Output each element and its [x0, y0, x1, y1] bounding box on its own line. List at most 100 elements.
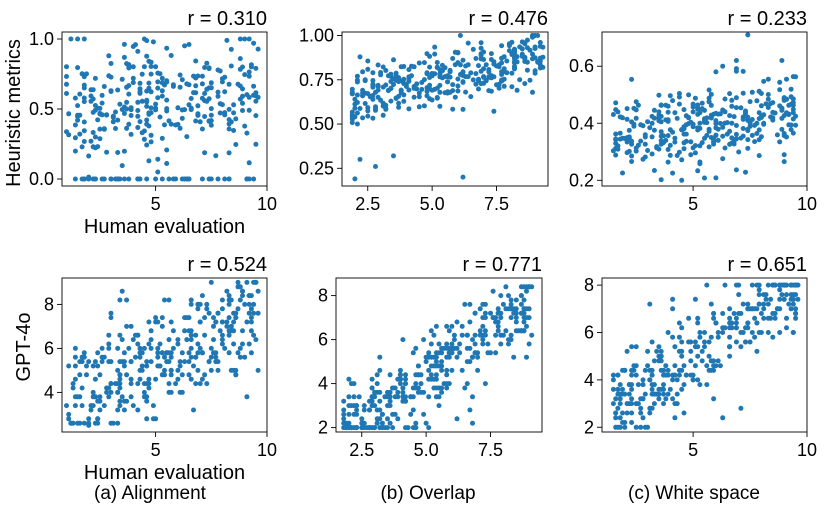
data-point — [473, 71, 479, 77]
data-point — [379, 420, 385, 426]
data-point — [756, 282, 762, 288]
data-point — [446, 328, 452, 334]
data-point — [137, 90, 143, 96]
data-point — [385, 416, 390, 422]
data-point — [499, 43, 505, 49]
data-point — [524, 45, 530, 51]
data-point — [784, 315, 789, 321]
data-point — [115, 407, 121, 413]
data-point — [150, 403, 156, 409]
data-point — [697, 382, 703, 388]
data-point — [495, 306, 501, 312]
data-point — [235, 350, 241, 356]
data-point — [148, 71, 154, 77]
data-point — [349, 86, 355, 92]
data-point — [733, 136, 739, 142]
data-point — [622, 424, 628, 430]
data-point — [649, 151, 655, 157]
data-point — [387, 403, 393, 409]
data-point — [137, 350, 143, 356]
data-point — [246, 36, 252, 42]
data-point — [468, 94, 474, 100]
data-point — [451, 332, 457, 338]
data-point — [617, 136, 623, 142]
data-point — [526, 341, 532, 347]
data-point — [731, 114, 737, 120]
data-point — [148, 64, 154, 69]
data-point — [439, 385, 445, 391]
data-point — [503, 306, 509, 312]
data-point — [208, 279, 214, 285]
data-point — [206, 96, 212, 102]
data-point — [226, 328, 232, 334]
data-point — [253, 337, 259, 343]
data-point — [352, 105, 358, 111]
data-point — [110, 420, 116, 426]
data-point — [490, 288, 496, 294]
data-point — [182, 359, 188, 365]
data-point — [226, 126, 232, 132]
data-point — [715, 358, 721, 364]
data-point — [452, 62, 458, 68]
data-point — [197, 301, 203, 307]
data-point — [472, 332, 478, 338]
data-point — [233, 367, 239, 373]
data-point — [166, 337, 172, 343]
x-tick-label: 5 — [151, 194, 161, 214]
data-point — [745, 32, 751, 38]
data-point — [175, 341, 181, 347]
data-point — [777, 87, 783, 93]
caption-overlap: (b) Overlap — [380, 483, 475, 504]
data-point — [237, 297, 243, 303]
data-point — [104, 389, 110, 395]
x-tick-label: 10 — [797, 194, 817, 214]
data-point — [462, 385, 468, 391]
data-point — [164, 147, 170, 153]
data-point — [740, 68, 746, 74]
data-point — [651, 358, 657, 364]
data-point — [380, 103, 386, 109]
data-point — [499, 78, 505, 84]
x-tick-label: 5 — [688, 194, 698, 214]
data-point — [184, 134, 190, 140]
data-point — [465, 74, 471, 80]
data-point — [656, 386, 662, 392]
data-point — [692, 296, 698, 302]
data-point — [480, 341, 486, 347]
data-point — [449, 350, 455, 356]
correlation-annotation: r = 0.233 — [727, 8, 807, 30]
data-point — [470, 420, 475, 426]
data-point — [97, 126, 103, 132]
data-point — [749, 330, 755, 335]
data-point — [521, 284, 527, 290]
data-point — [157, 341, 163, 347]
data-point — [781, 159, 787, 165]
data-point — [444, 345, 450, 351]
data-point — [146, 385, 152, 391]
data-point — [126, 91, 132, 97]
data-point — [124, 99, 130, 105]
y-tick-label: 4 — [584, 370, 594, 390]
data-point — [490, 315, 496, 321]
data-point — [690, 109, 696, 115]
data-point — [529, 332, 535, 338]
data-point — [166, 359, 172, 365]
data-point — [740, 330, 746, 335]
data-point — [128, 376, 134, 382]
data-point — [758, 134, 764, 140]
data-point — [226, 332, 232, 338]
data-point — [784, 76, 789, 82]
data-point — [674, 115, 680, 121]
data-point — [433, 359, 439, 365]
data-point — [498, 315, 504, 321]
data-point — [524, 288, 529, 294]
data-point — [423, 359, 429, 365]
data-point — [119, 394, 125, 400]
data-point — [743, 108, 748, 114]
data-point — [733, 105, 739, 111]
data-point — [676, 334, 682, 340]
data-point — [416, 94, 422, 100]
data-point — [119, 337, 125, 343]
data-point — [179, 77, 185, 83]
data-point — [459, 323, 465, 329]
